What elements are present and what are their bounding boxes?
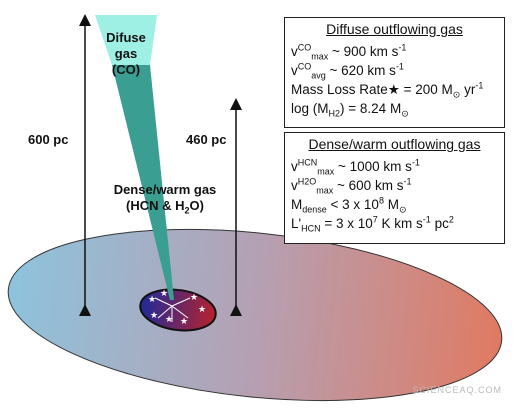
subscript: ⊙ xyxy=(401,108,409,119)
superscript: 7 xyxy=(372,214,378,225)
text: L' xyxy=(291,216,302,231)
superscript: 2 xyxy=(448,214,454,225)
svg-text:★: ★ xyxy=(150,310,158,320)
stars: ★★ ★★★★★ xyxy=(148,288,206,326)
subscript: ⊙ xyxy=(452,89,461,100)
box-line: vH2Omax ~ 600 km s-1 xyxy=(291,176,498,195)
text: ~ 620 km s xyxy=(325,63,396,78)
box-line: L'HCN = 3 x 107 K km s-1 pc2 xyxy=(291,214,498,233)
diffuse-label: Difuse gas (CO) xyxy=(96,30,156,78)
watermark: SCIENCEAQ.COM xyxy=(412,385,502,395)
superscript: -1 xyxy=(403,176,412,187)
text: = 3 x 10 xyxy=(320,216,373,231)
subscript: max xyxy=(317,166,335,177)
svg-text:★: ★ xyxy=(198,304,206,314)
svg-text:★: ★ xyxy=(180,316,188,326)
box-line: Mdense < 3 x 108 M⊙ xyxy=(291,195,498,214)
svg-text:★: ★ xyxy=(148,294,156,304)
superscript: H2O xyxy=(297,176,317,187)
text: M xyxy=(383,197,399,212)
box-line: vHCNmax ~ 1000 km s-1 xyxy=(291,157,498,176)
superscript: -1 xyxy=(475,80,484,91)
subscript: max xyxy=(316,185,334,196)
subscript: H2 xyxy=(328,108,341,119)
cone xyxy=(112,65,174,300)
text: pc xyxy=(430,216,449,231)
text: O) xyxy=(189,198,204,213)
text: v xyxy=(291,178,298,193)
superscript: -1 xyxy=(398,42,407,53)
text: (CO) xyxy=(111,62,141,77)
text: Mass Loss Rate★ = 200 M xyxy=(291,82,453,97)
text: v xyxy=(291,44,298,59)
info-box: Dense/warm outflowing gas vHCNmax ~ 1000 … xyxy=(284,132,505,244)
box-line: log (MH2) = 8.24 M⊙ xyxy=(291,99,498,118)
subscript: avg xyxy=(311,70,326,81)
subscript: HCN xyxy=(301,223,321,234)
superscript: CO xyxy=(297,42,312,53)
svg-text:★: ★ xyxy=(190,292,198,302)
superscript: 8 xyxy=(378,195,384,206)
text: ~ 900 km s xyxy=(328,44,399,59)
text: ~ 600 km s xyxy=(333,178,404,193)
superscript: HCN xyxy=(297,157,318,168)
cone-top xyxy=(95,15,157,65)
text: v xyxy=(291,159,298,174)
subscript: 2 xyxy=(184,205,190,216)
text: ~ 1000 km s xyxy=(334,159,412,174)
outer-disk xyxy=(7,228,503,402)
superscript: -1 xyxy=(411,157,420,168)
size-label: 460 pc xyxy=(186,132,227,147)
svg-text:★: ★ xyxy=(165,314,173,324)
text: Dense/warm gas xyxy=(113,182,217,197)
box-line: vCOmax ~ 900 km s-1 xyxy=(291,42,498,61)
superscript: -1 xyxy=(422,214,431,225)
box-title: Dense/warm outflowing gas xyxy=(308,136,481,152)
text: v xyxy=(291,63,298,78)
text: ) = 8.24 M xyxy=(340,101,402,116)
text: (HCN & H xyxy=(126,198,185,213)
superscript: CO xyxy=(297,61,312,72)
svg-text:★: ★ xyxy=(160,288,168,298)
outflow-arrows xyxy=(154,297,191,322)
subscript: max xyxy=(311,51,329,62)
text: K km s xyxy=(377,216,423,231)
text: < 3 x 10 xyxy=(326,197,379,212)
text: Difuse gas xyxy=(106,30,146,61)
box-line: Mass Loss Rate★ = 200 M⊙ yr-1 xyxy=(291,80,498,99)
box-line: vCOavg ~ 620 km s-1 xyxy=(291,61,498,80)
box-title: Diffuse outflowing gas xyxy=(326,21,463,37)
subscript: ⊙ xyxy=(398,204,407,215)
text: log (M xyxy=(291,101,329,116)
text: M xyxy=(291,197,303,212)
text: yr xyxy=(460,82,476,97)
dense-label: Dense/warm gas (HCN & H2O) xyxy=(100,182,230,216)
subscript: dense xyxy=(302,204,327,215)
superscript: -1 xyxy=(395,61,404,72)
size-label: 600 pc xyxy=(28,132,69,147)
info-box: Diffuse outflowing gas vCOmax ~ 900 km s-… xyxy=(284,17,505,128)
